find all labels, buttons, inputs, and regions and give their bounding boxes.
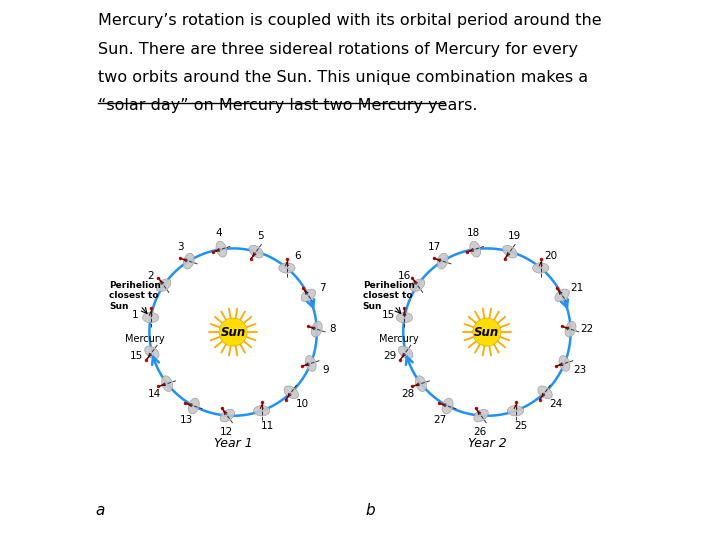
Text: 5: 5 [257,231,264,241]
Text: 23: 23 [573,364,586,375]
Ellipse shape [249,245,264,258]
Ellipse shape [143,313,159,323]
Text: 20: 20 [544,251,558,261]
Text: b: b [365,503,375,518]
Text: 15: 15 [382,310,395,320]
Text: 7: 7 [320,284,326,293]
Text: 21: 21 [570,284,583,293]
Text: 26: 26 [473,427,487,437]
Ellipse shape [397,313,413,323]
Text: 6: 6 [294,251,301,261]
Ellipse shape [565,321,576,337]
Text: Mercury’s rotation is coupled with its orbital period around the: Mercury’s rotation is coupled with its o… [98,14,602,29]
Ellipse shape [189,398,199,414]
Ellipse shape [442,398,453,414]
Ellipse shape [437,253,448,269]
Text: 2: 2 [147,271,153,281]
Text: 10: 10 [296,399,309,409]
Ellipse shape [410,279,425,292]
Ellipse shape [301,289,315,302]
Ellipse shape [503,245,517,258]
Text: “solar day” on Mercury last two Mercury years.: “solar day” on Mercury last two Mercury … [98,98,477,113]
Text: Sun: Sun [220,326,246,339]
Text: 22: 22 [580,323,593,334]
Text: Mercury: Mercury [125,334,165,344]
Ellipse shape [253,406,270,416]
Text: Year 1: Year 1 [214,437,253,450]
Text: Perihelion
closest to
Sun: Perihelion closest to Sun [109,281,161,311]
Text: 13: 13 [179,415,193,426]
Text: two orbits around the Sun. This unique combination makes a: two orbits around the Sun. This unique c… [98,70,588,85]
Ellipse shape [216,241,227,257]
Ellipse shape [220,409,235,422]
Text: 3: 3 [177,242,184,252]
Text: 16: 16 [397,271,410,281]
Ellipse shape [474,409,488,422]
Text: 11: 11 [261,421,274,431]
Ellipse shape [305,355,316,372]
Text: 14: 14 [148,389,161,399]
Ellipse shape [469,241,481,257]
Ellipse shape [538,386,552,399]
Ellipse shape [555,289,570,302]
Text: 8: 8 [330,323,336,334]
Ellipse shape [145,346,159,359]
Ellipse shape [162,376,173,392]
Ellipse shape [508,406,523,416]
Text: 24: 24 [549,399,563,409]
Ellipse shape [415,376,426,392]
Circle shape [219,318,247,346]
Text: 18: 18 [467,228,480,238]
Ellipse shape [559,355,570,372]
Text: 29: 29 [383,351,397,361]
Text: 28: 28 [402,389,415,399]
Ellipse shape [184,253,194,269]
Text: 9: 9 [323,364,329,375]
Text: 17: 17 [428,242,441,252]
Text: 25: 25 [515,421,528,431]
Ellipse shape [156,279,171,292]
Ellipse shape [311,321,323,337]
Text: Perihelion
closest to
Sun: Perihelion closest to Sun [363,281,415,311]
Text: 12: 12 [220,427,233,437]
Text: 19: 19 [508,231,521,241]
Text: 27: 27 [433,415,446,426]
Text: Sun. There are three sidereal rotations of Mercury for every: Sun. There are three sidereal rotations … [98,42,578,57]
Text: 1: 1 [132,310,138,320]
Ellipse shape [533,263,549,273]
Ellipse shape [398,346,413,359]
Text: Mercury: Mercury [379,334,419,344]
Text: a: a [95,503,105,518]
Text: 15: 15 [130,351,143,361]
Text: 4: 4 [216,228,222,238]
Text: Sun: Sun [474,326,500,339]
Ellipse shape [279,263,295,273]
Ellipse shape [284,386,299,399]
Circle shape [473,318,501,346]
Text: Year 2: Year 2 [467,437,506,450]
